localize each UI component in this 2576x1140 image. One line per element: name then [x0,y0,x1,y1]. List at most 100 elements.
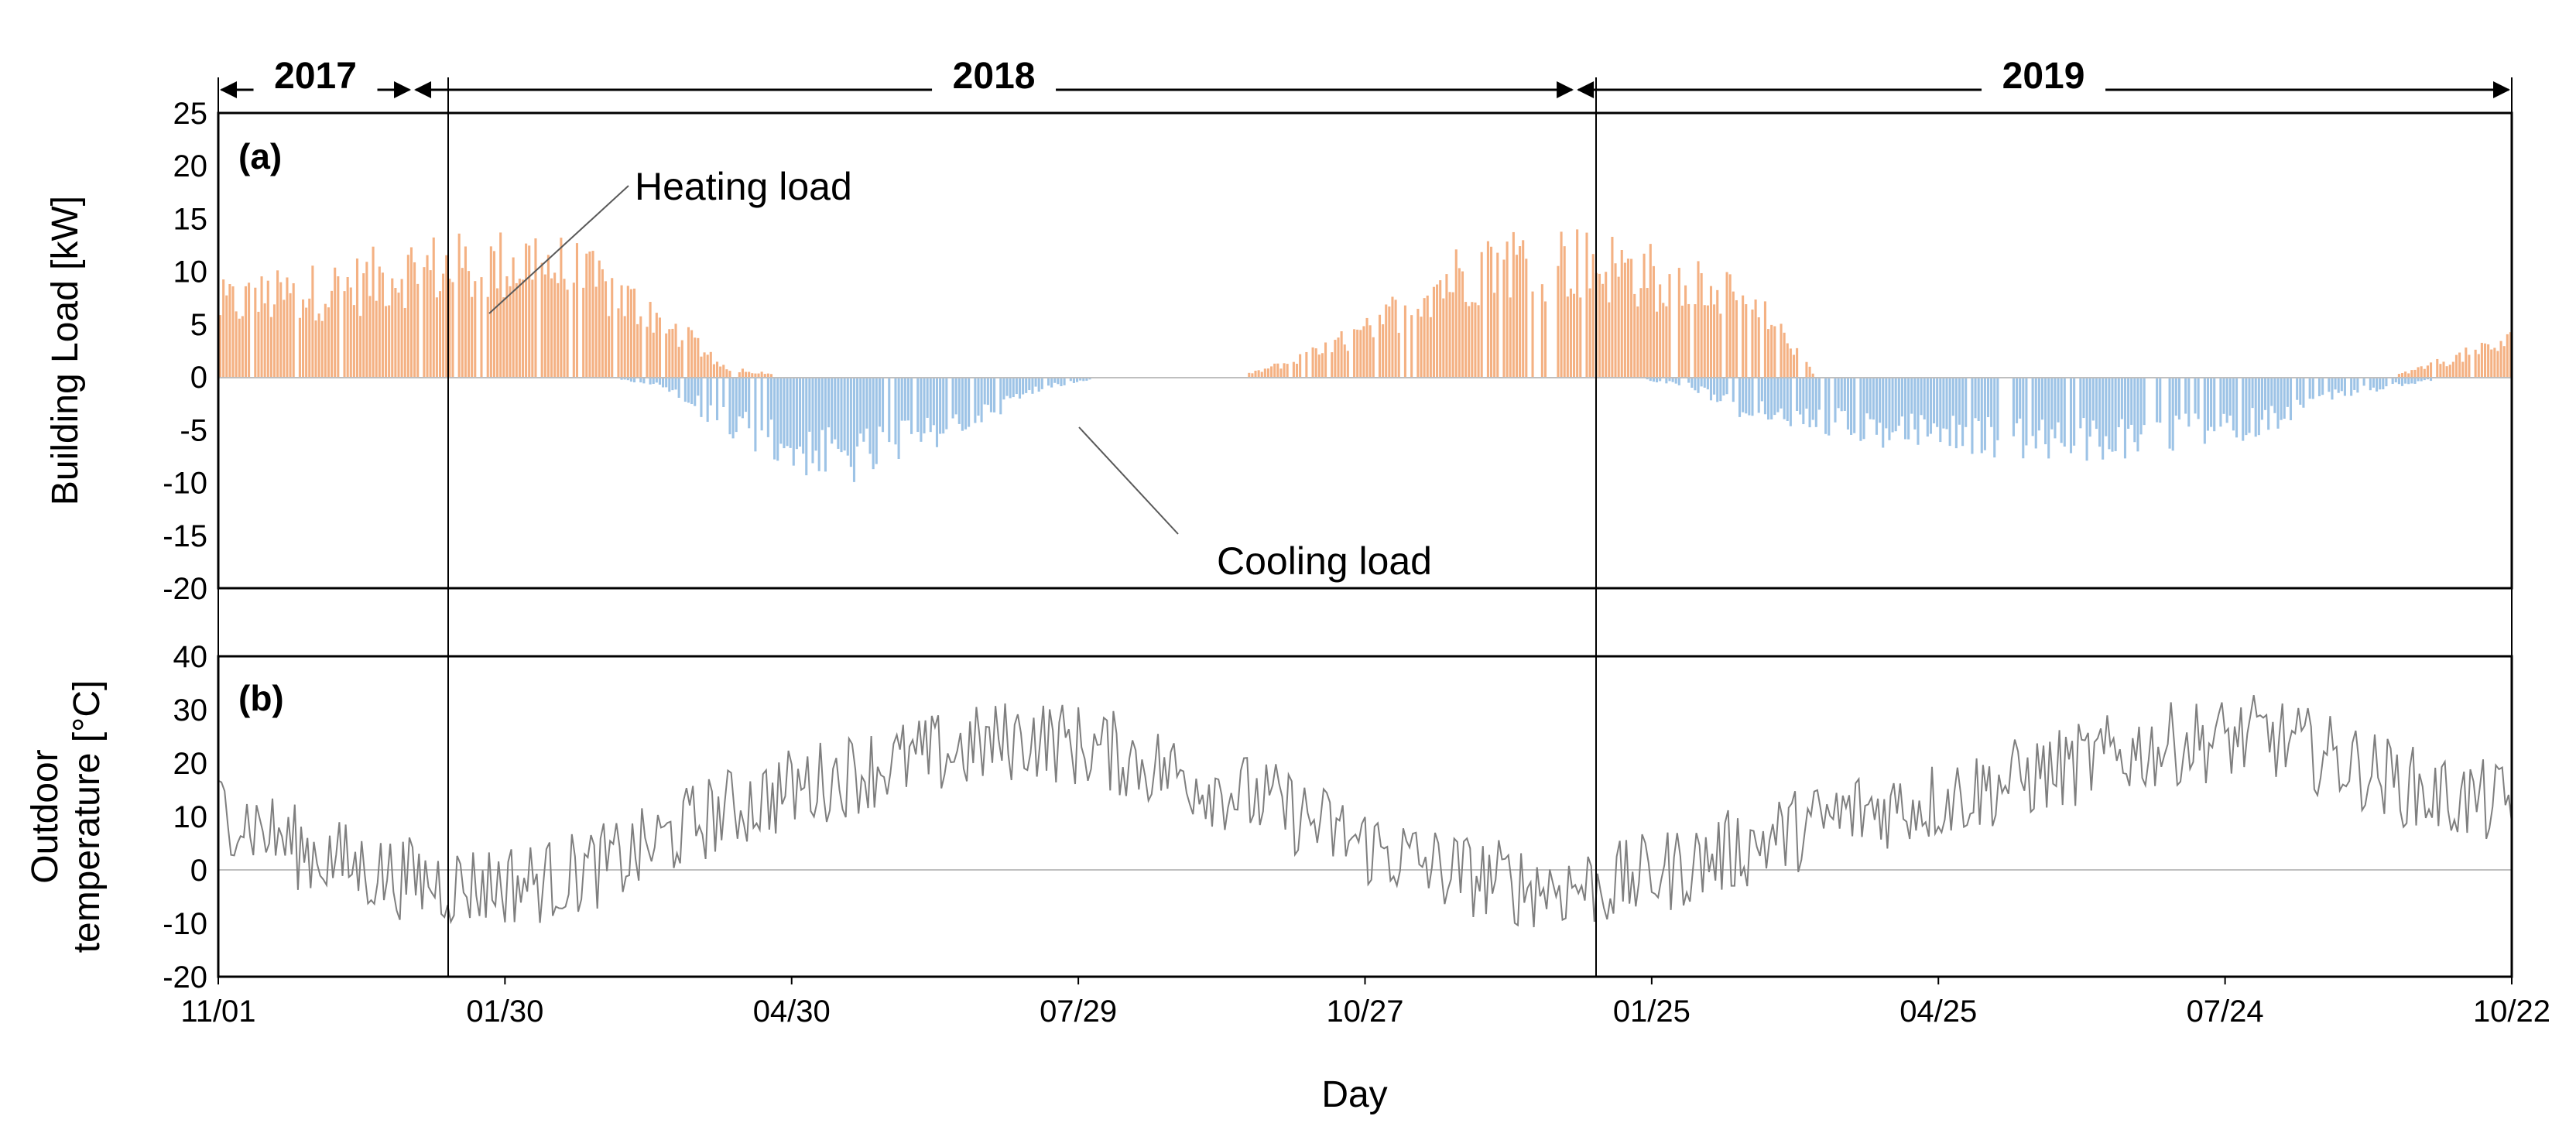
cooling-load-bar [1875,377,1879,435]
heating-load-bar [2439,364,2442,378]
heating-load-bar [1468,306,1471,378]
panel-a-ytick-label: -5 [180,413,207,447]
heating-load-bar [394,288,397,378]
cooling-load-bar [2296,377,2299,400]
heating-load-bar [308,298,311,378]
heating-load-bar [438,291,442,378]
x-tick-label: 01/30 [466,995,543,1029]
cooling-load-bar [923,377,926,433]
cooling-load-bar [875,377,878,464]
cooling-load-bar [1948,377,1951,447]
heating-load-bar [378,266,381,378]
cooling-load-bar [980,377,983,423]
cooling-load-bar [954,377,957,415]
heating-load-bar [1668,274,1671,378]
heating-load-bar [1276,363,1279,378]
heating-load-bar [2509,332,2512,378]
heating-load-annotation: Heating load [635,165,852,208]
heating-load-bar [435,297,438,378]
heating-load-bar [1732,291,1735,378]
heating-load-bar [655,313,658,378]
heating-load-bar [1266,368,1270,378]
cooling-load-bar [2331,377,2334,400]
heating-load-bar [694,337,697,378]
cooling-load-bar [856,377,859,447]
heating-load-bar [550,278,553,378]
cooling-load-bar [862,377,865,442]
cooling-load-bar [805,377,808,476]
cooling-load-bar [1770,377,1773,419]
cooling-load-bar [709,377,712,406]
cooling-load-bar [2232,377,2235,431]
heating-load-bar [1385,304,1388,378]
cooling-load-bar [1910,377,1913,414]
cooling-load-bar [626,377,629,381]
heating-load-bar [1388,306,1391,378]
cooling-load-bar [2270,377,2273,406]
heating-load-bar [426,255,429,378]
heating-load-bar [1429,317,1432,378]
cooling-load-bar [1022,377,1025,395]
cooling-load-bar [2085,377,2088,461]
heating-load-bar [2499,341,2502,378]
heating-load-bar [314,320,317,378]
cooling-load-bar [1716,377,1719,402]
cooling-load-bar [1882,377,1885,448]
cooling-load-bar [1786,377,1789,421]
cooling-load-bar [738,377,741,417]
heating-load-bar [1461,271,1464,378]
heating-load-bar [334,267,337,378]
cooling-load-bar [834,377,837,440]
cooling-load-bar [1936,377,1939,427]
heating-load-bar [623,316,626,378]
cooling-load-bar [2430,377,2433,382]
heating-load-bar [496,288,499,378]
cooling-load-bar [2280,377,2283,420]
heating-load-bar [1773,326,1776,378]
heating-load-bar [2445,366,2448,378]
cooling-load-bar [2299,377,2302,405]
cooling-load-bar [1894,377,1897,432]
cooling-load-bar [2337,377,2340,393]
heating-load-bar [1489,246,1493,378]
cooling-load-bar [1811,377,1814,420]
cooling-load-bar [894,377,897,445]
cooling-load-bar [1805,377,1808,409]
heating-load-bar [1334,340,1337,378]
heating-load-bar [1340,331,1343,378]
heating-load-bar [1763,301,1766,378]
cooling-load-bar [1974,377,1977,419]
heating-load-bar [1442,298,1445,378]
heating-load-bar [1519,246,1522,378]
cooling-load-bar [1951,377,1954,416]
cooling-load-bar [1933,377,1936,424]
cooling-load-bar [2260,377,2263,420]
cooling-load-bar [652,377,655,385]
heating-load-bar [1662,303,1665,378]
cooling-load-bar [977,377,980,416]
cooling-load-bar [668,377,671,392]
cooling-load-bar [935,377,939,447]
cooling-load-bar [754,377,757,452]
heating-load-bar [2410,370,2413,378]
heating-load-bar [2490,349,2493,378]
heating-load-bar [1614,263,1617,378]
cooling-load-bar [766,377,769,437]
heating-load-bar [346,277,349,378]
cooling-load-bar [1082,377,1085,382]
year-arrow-left-icon [1577,81,1595,98]
cooling-load-bar [2219,377,2222,427]
heating-load-bar [543,274,546,378]
cooling-load-bar [2203,377,2206,444]
heating-load-bar [515,282,518,378]
heating-load-bar [272,304,276,378]
heating-load-bar [1652,265,1655,378]
cooling-load-bar [2410,377,2413,384]
cooling-load-bar [2025,377,2028,446]
heating-load-bar [365,262,368,378]
heating-load-bar [1687,303,1690,378]
cooling-load-bar [1031,377,1034,394]
cooling-load-bar [1757,377,1760,413]
heating-load-bar [1378,314,1382,378]
heating-load-bar [1397,333,1400,378]
